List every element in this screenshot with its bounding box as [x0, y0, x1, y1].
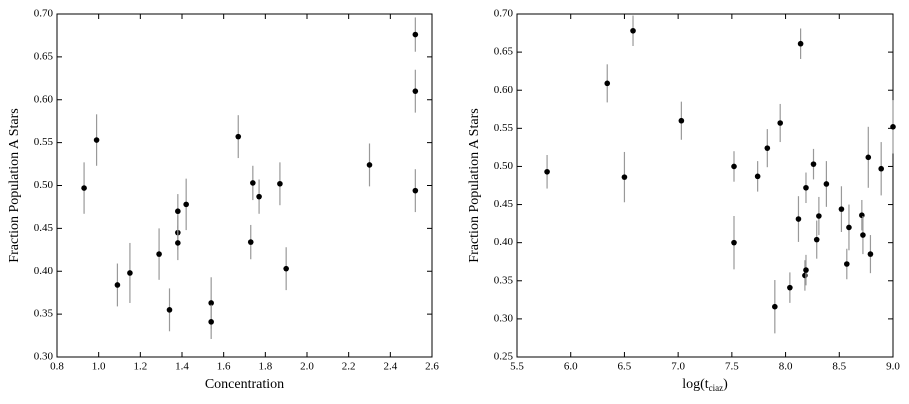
x-axis-label-part: ) [723, 377, 728, 392]
x-axis-label-part: log(t [682, 377, 709, 392]
data-point [412, 88, 419, 94]
x-tick-label: 8.0 [779, 361, 793, 373]
data-point [846, 224, 852, 231]
data-point [412, 187, 419, 194]
x-axis-label-sub: ciaz [709, 383, 723, 393]
data-point [865, 154, 872, 161]
data-point [816, 213, 822, 219]
data-point [823, 181, 830, 187]
y-tick-label: 0.35 [34, 308, 54, 320]
data-point [802, 272, 808, 279]
data-point [81, 185, 87, 191]
data-point [235, 133, 242, 140]
x-tick-label: 2.4 [383, 361, 397, 373]
x-tick-label: 1.8 [258, 361, 272, 373]
y-tick-label: 0.30 [494, 312, 514, 324]
x-axis-label: Concentration [205, 377, 284, 392]
data-point [838, 206, 845, 212]
data-point [208, 300, 214, 306]
y-tick-label: 0.50 [494, 160, 514, 172]
data-point [183, 201, 189, 208]
data-point [867, 251, 874, 257]
data-point [208, 319, 214, 325]
data-point [544, 168, 550, 175]
y-tick-label: 0.25 [494, 351, 514, 363]
y-axis-label: Fraction Population A Stars [467, 108, 482, 262]
data-point [795, 216, 802, 222]
data-point [803, 267, 809, 273]
x-tick-label: 8.5 [832, 361, 846, 373]
y-tick-label: 0.55 [494, 122, 514, 134]
data-point [777, 120, 783, 126]
data-point [764, 145, 771, 151]
data-point [803, 184, 809, 191]
y-tick-label: 0.30 [34, 351, 54, 363]
data-point [175, 240, 181, 246]
x-tick-label: 2.2 [342, 361, 356, 373]
x-tick-label: 1.0 [92, 361, 106, 373]
data-point [813, 236, 820, 243]
plot-frame [56, 13, 433, 358]
x-tick-label: 6.0 [564, 361, 578, 373]
x-tick-label: 1.4 [175, 361, 189, 373]
data-point [114, 282, 121, 288]
data-point [283, 265, 289, 272]
plot-frame [516, 13, 894, 358]
data-point [754, 173, 761, 180]
y-tick-label: 0.60 [494, 84, 514, 96]
data-point [604, 80, 611, 87]
data-point [810, 161, 817, 167]
data-point [412, 31, 419, 38]
data-point [630, 27, 636, 34]
y-tick-label: 0.70 [34, 8, 54, 20]
data-point [772, 303, 778, 310]
data-point [890, 124, 896, 130]
y-tick-label: 0.70 [494, 8, 514, 20]
y-tick-label: 0.65 [34, 50, 54, 62]
y-tick-label: 0.60 [34, 93, 54, 105]
data-point [621, 174, 628, 180]
data-point [250, 180, 256, 186]
data-point [247, 239, 254, 245]
data-point [256, 193, 262, 200]
data-point [277, 180, 283, 187]
data-point [844, 261, 850, 267]
data-point [166, 307, 173, 313]
y-tick-label: 0.50 [34, 179, 54, 191]
x-tick-label: 5.5 [510, 361, 524, 373]
x-tick-label: 1.2 [133, 361, 147, 373]
x-tick-label: 7.5 [725, 361, 739, 373]
data-point [859, 212, 865, 219]
data-point [175, 208, 181, 215]
y-tick-label: 0.45 [494, 198, 514, 210]
data-point [678, 117, 685, 124]
x-tick-label: 9.0 [886, 361, 900, 373]
y-tick-label: 0.35 [494, 274, 514, 286]
y-tick-label: 0.40 [34, 265, 54, 277]
data-point [797, 40, 804, 47]
data-point [366, 162, 373, 168]
data-point [156, 251, 162, 257]
y-tick-label: 0.55 [34, 136, 54, 148]
x-tick-label: 6.5 [618, 361, 632, 373]
y-tick-label: 0.65 [494, 46, 514, 58]
y-axis-label: Fraction Population A Stars [7, 108, 22, 262]
data-point [787, 284, 793, 291]
data-point [878, 165, 884, 172]
x-tick-label: 2.6 [425, 361, 439, 373]
x-tick-label: 7.0 [671, 361, 685, 373]
x-axis-label: log(tciaz) [682, 377, 728, 393]
x-tick-label: 2.0 [300, 361, 314, 373]
data-point [127, 270, 133, 276]
data-point [93, 137, 100, 143]
x-tick-label: 1.6 [217, 361, 231, 373]
y-tick-label: 0.45 [34, 222, 54, 234]
data-point [731, 163, 737, 170]
data-point [860, 232, 866, 238]
y-tick-label: 0.40 [494, 236, 514, 248]
data-point [731, 239, 737, 246]
x-tick-label: 0.8 [50, 361, 64, 373]
